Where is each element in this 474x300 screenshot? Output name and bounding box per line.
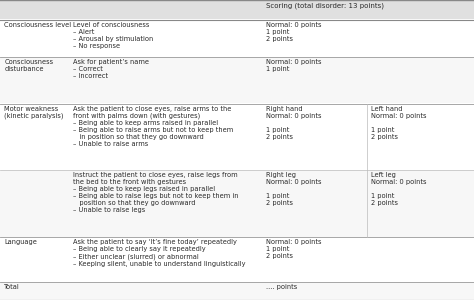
Text: Language: Language <box>4 239 37 245</box>
Text: Ask for patient’s name
– Correct
– Incorrect: Ask for patient’s name – Correct – Incor… <box>73 59 149 79</box>
Text: Consciousness level: Consciousness level <box>4 22 72 28</box>
Text: Normal: 0 points
1 point: Normal: 0 points 1 point <box>266 59 322 72</box>
Text: Motor weakness
(kinetic paralysis): Motor weakness (kinetic paralysis) <box>4 106 64 119</box>
Bar <box>0 169 474 237</box>
Text: Instruct the patient to close eyes, raise legs from
the bed to the front with ge: Instruct the patient to close eyes, rais… <box>73 172 239 213</box>
Text: Normal: 0 points
1 point
2 points: Normal: 0 points 1 point 2 points <box>266 239 322 259</box>
Text: Right leg
Normal: 0 points

1 point
2 points: Right leg Normal: 0 points 1 point 2 poi… <box>266 172 322 206</box>
Bar <box>0 282 474 300</box>
Text: Ask the patient to say ‘It’s fine today’ repeatedly
– Being able to clearly say : Ask the patient to say ‘It’s fine today’… <box>73 239 246 267</box>
Text: Consciousness
disturbance: Consciousness disturbance <box>4 59 54 72</box>
Bar <box>0 237 474 282</box>
Bar <box>0 57 474 104</box>
Bar <box>0 20 474 57</box>
Text: Scoring (total disorder: 13 points): Scoring (total disorder: 13 points) <box>266 2 384 9</box>
Text: Ask the patient to close eyes, raise arms to the
front with palms down (with ges: Ask the patient to close eyes, raise arm… <box>73 106 234 147</box>
Text: Left leg
Normal: 0 points

1 point
2 points: Left leg Normal: 0 points 1 point 2 poin… <box>371 172 426 206</box>
Text: Normal: 0 points
1 point
2 points: Normal: 0 points 1 point 2 points <box>266 22 322 42</box>
Text: Right hand
Normal: 0 points

1 point
2 points: Right hand Normal: 0 points 1 point 2 po… <box>266 106 322 140</box>
Bar <box>0 103 474 169</box>
Text: Level of consciousness
– Alert
– Arousal by stimulation
– No response: Level of consciousness – Alert – Arousal… <box>73 22 154 49</box>
Bar <box>0 0 474 20</box>
Text: Total: Total <box>4 284 20 290</box>
Text: Left hand
Normal: 0 points

1 point
2 points: Left hand Normal: 0 points 1 point 2 poi… <box>371 106 426 140</box>
Text: .... points: .... points <box>266 284 298 290</box>
